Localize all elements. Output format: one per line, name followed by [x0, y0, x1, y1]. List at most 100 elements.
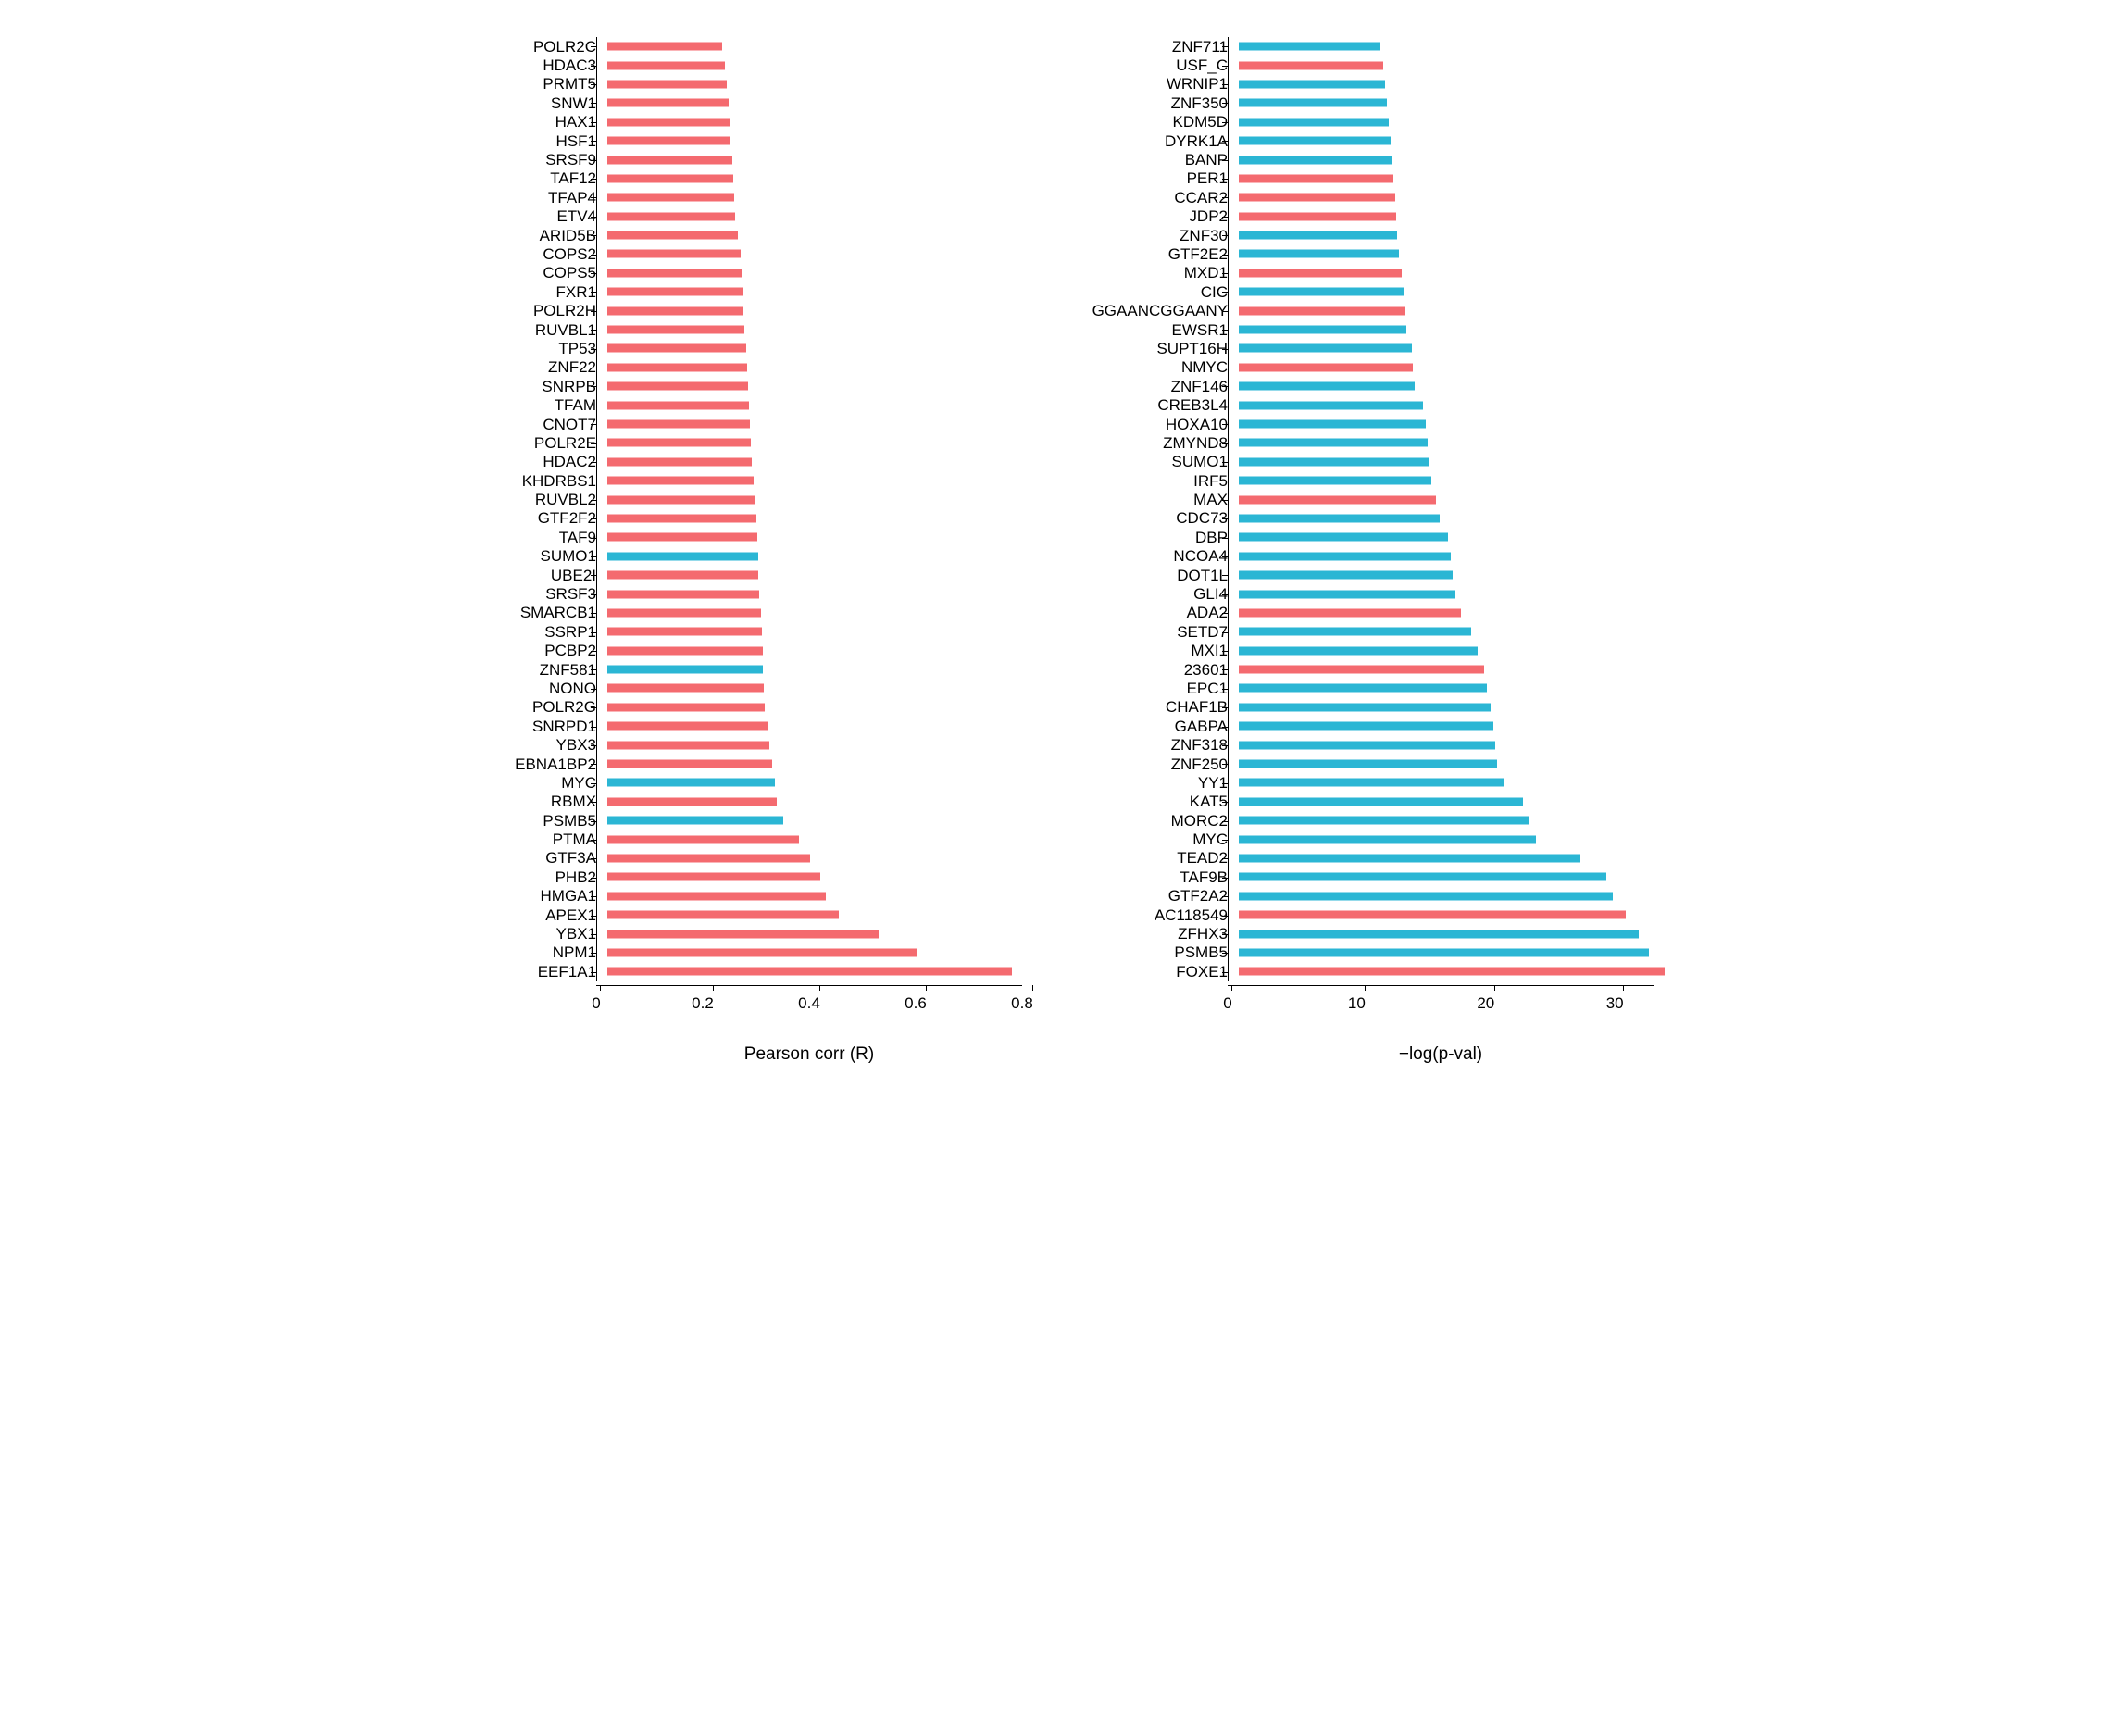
left_chart-x-tick: 0.4 — [809, 985, 831, 1013]
right_chart-bar-row: ZNF318 — [1089, 735, 1665, 754]
left_chart-bar — [607, 703, 765, 711]
right_chart-bar — [1239, 137, 1391, 145]
left_chart-bar-track — [607, 566, 1033, 584]
left_chart-bar — [607, 854, 810, 862]
left_chart-bar — [607, 722, 768, 731]
right_chart-x-tick-mark — [1365, 985, 1366, 991]
left_chart-bar-label: ARID5B — [457, 228, 607, 244]
right_chart-bar — [1239, 797, 1523, 806]
left_chart-bar-row: EEF1A1 — [457, 962, 1033, 980]
left_chart-bar-row: UBE2I — [457, 566, 1033, 584]
left_chart-bar-track — [607, 717, 1033, 735]
right_chart-bar — [1239, 817, 1529, 825]
right_chart-bar-row: HOXA10 — [1089, 415, 1665, 433]
left_chart-bar-label: SNRPB — [457, 379, 607, 394]
left_chart-bar-label: EBNA1BP2 — [457, 756, 607, 772]
right_chart-bar-row: ADA2 — [1089, 604, 1665, 622]
right_chart-bar-label: CDC73 — [1089, 510, 1239, 526]
left_chart-bar-track — [607, 113, 1033, 131]
left_chart-x-axis: 00.20.40.60.8 — [596, 985, 1022, 1013]
right_chart-bar — [1239, 495, 1436, 504]
right_chart-bar — [1239, 61, 1383, 69]
right_chart-bar-row: GGAANCGGAANY — [1089, 301, 1665, 319]
right_chart-bar-label: 23601 — [1089, 662, 1239, 678]
left_chart-bar-track — [607, 244, 1033, 263]
left_chart-bar — [607, 231, 738, 240]
left_chart-bar — [607, 43, 722, 51]
right_chart-bar-track — [1239, 188, 1665, 206]
left_chart-bar-track — [607, 755, 1033, 773]
right_chart-x-tick-label: 20 — [1477, 994, 1494, 1013]
right_chart-bar — [1239, 420, 1426, 429]
right_chart-bar-track — [1239, 773, 1665, 792]
right_chart-bar — [1239, 646, 1478, 655]
right_chart-bar-row: ZFHX3 — [1089, 924, 1665, 943]
right_chart-bar-label: NCOA4 — [1089, 548, 1239, 564]
left_chart-bar-track — [607, 301, 1033, 319]
left_chart-bar-track — [607, 660, 1033, 679]
right_chart-bar-track — [1239, 75, 1665, 94]
right_chart-bar-track — [1239, 358, 1665, 377]
left_chart-bar-row: HSF1 — [457, 131, 1033, 150]
right_chart-bar-track — [1239, 320, 1665, 339]
right_chart-bar-row: GTF2E2 — [1089, 244, 1665, 263]
left_chart-x-tick: 0.6 — [916, 985, 938, 1013]
right_chart-bar-label: EWSR1 — [1089, 322, 1239, 338]
right_chart-bar — [1239, 854, 1580, 862]
left_chart-bar-row: TFAM — [457, 395, 1033, 414]
right_chart-bar-track — [1239, 868, 1665, 886]
left_chart-bar-label: SNW1 — [457, 95, 607, 111]
left_chart-bar — [607, 552, 758, 560]
left_chart-bar-row: SRSF9 — [457, 150, 1033, 169]
left_chart-bar-row: FXR1 — [457, 282, 1033, 301]
right_chart-bar — [1239, 194, 1395, 202]
left_chart-bar-track — [607, 509, 1033, 528]
right_chart-bar — [1239, 99, 1387, 107]
right_chart-x-tick-label: 10 — [1348, 994, 1366, 1013]
right_chart-bar-label: GABPA — [1089, 718, 1239, 734]
left_chart-bar — [607, 306, 743, 315]
right_chart-bar — [1239, 684, 1487, 693]
left_chart-bar-row: EBNA1BP2 — [457, 755, 1033, 773]
right_chart-bar-row: MYC — [1089, 830, 1665, 848]
right_chart-bar-row: 23601 — [1089, 660, 1665, 679]
right_chart-bar-track — [1239, 642, 1665, 660]
right_chart-bar — [1239, 590, 1455, 598]
left_chart-bar-label: HMGA1 — [457, 888, 607, 904]
right_chart-bar — [1239, 948, 1649, 956]
right_chart-bar-track — [1239, 377, 1665, 395]
left_chart-bar-label: RUVBL1 — [457, 322, 607, 338]
right_chart-bar-track — [1239, 528, 1665, 546]
left_chart-bar — [607, 873, 820, 881]
right_chart-bar-label: MXD1 — [1089, 265, 1239, 281]
right_chart-bar-track — [1239, 56, 1665, 74]
left_chart-bar-row: RUVBL2 — [457, 490, 1033, 508]
left_chart-bar-track — [607, 282, 1033, 301]
right_chart-bar-track — [1239, 604, 1665, 622]
left_chart-bar — [607, 118, 730, 126]
right_chart-bar — [1239, 571, 1453, 580]
left_chart-bar-row: TAF9 — [457, 528, 1033, 546]
left_chart-bar-label: HDAC3 — [457, 57, 607, 73]
left_chart-bar — [607, 457, 752, 466]
right_chart-bar-label: MAX — [1089, 492, 1239, 507]
right_chart-bar — [1239, 231, 1397, 240]
left_chart-bar-track — [607, 131, 1033, 150]
right_chart-bar-row: PER1 — [1089, 169, 1665, 188]
right_chart-bar-row: ZNF30 — [1089, 226, 1665, 244]
right_chart-bar — [1239, 326, 1406, 334]
left_chart-bar-label: POLR2H — [457, 303, 607, 318]
left_chart-bar — [607, 533, 757, 542]
left_chart-bar-row: GTF2F2 — [457, 509, 1033, 528]
left_chart-bar-label: YBX1 — [457, 926, 607, 942]
right_chart-bar-track — [1239, 811, 1665, 830]
right_chart-bar-label: ZNF318 — [1089, 737, 1239, 753]
right_chart-bar-row: CIC — [1089, 282, 1665, 301]
right_chart-bar-label: KDM5D — [1089, 114, 1239, 130]
left_chart-bar-track — [607, 584, 1033, 603]
right_chart-bar-track — [1239, 924, 1665, 943]
left_chart-bar-row: POLR2C — [457, 37, 1033, 56]
left_chart-bar — [607, 326, 744, 334]
left_chart-bar-track — [607, 642, 1033, 660]
right_chart-bar-label: ZNF350 — [1089, 95, 1239, 111]
